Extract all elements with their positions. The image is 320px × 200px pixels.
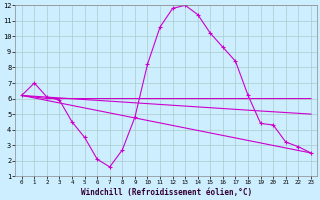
X-axis label: Windchill (Refroidissement éolien,°C): Windchill (Refroidissement éolien,°C) — [81, 188, 252, 197]
